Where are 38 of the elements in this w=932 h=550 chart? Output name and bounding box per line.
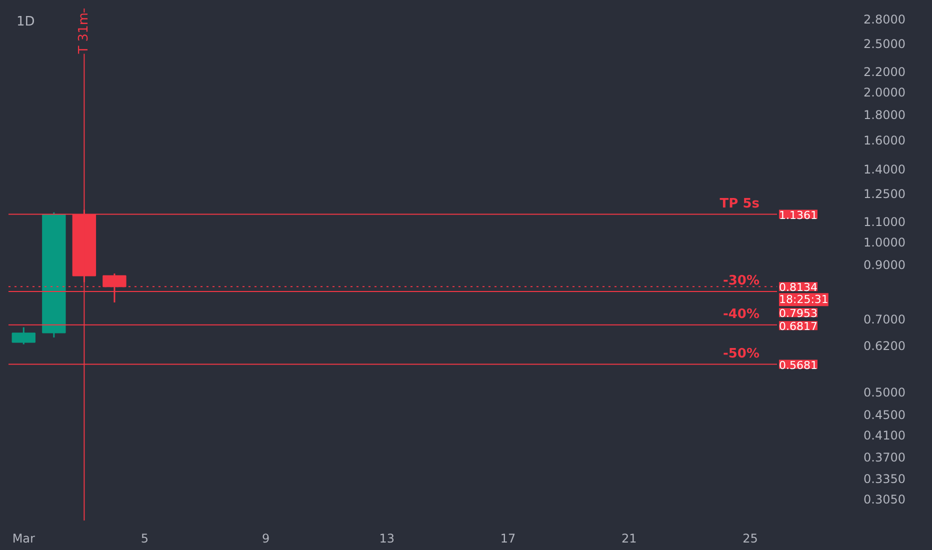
- y-tick-label: 0.7000: [864, 312, 906, 327]
- x-tick-label: 25: [742, 532, 758, 546]
- text: 1D: [16, 14, 35, 30]
- y-tick-label: 1.2500: [864, 187, 906, 202]
- y-tick-label: 1.0000: [864, 235, 906, 250]
- y-tick-label: 2.8000: [864, 12, 906, 27]
- y-tick-label: 0.4500: [864, 408, 906, 422]
- ref-line-label: 0.6817: [779, 320, 818, 334]
- y-tick-label: 2.5000: [864, 37, 906, 52]
- y-tick-label: 1.4000: [864, 162, 906, 177]
- y-tick-label: 2.2000: [864, 64, 906, 79]
- y-tick-label: 1.1000: [864, 214, 906, 229]
- annotation: TP 5s: [720, 196, 760, 212]
- x-tick-label: 17: [500, 532, 516, 546]
- ref-line-label: 0.8134: [779, 281, 818, 294]
- y-tick-label: 0.6200: [864, 338, 906, 353]
- x-tick-label: 21: [622, 532, 637, 546]
- y-tick-label: 1.8000: [864, 108, 906, 122]
- annotation: -40%: [722, 306, 760, 322]
- y-tick-label: 0.9000: [864, 258, 906, 272]
- x-tick-label: 5: [140, 532, 149, 546]
- y-tick-label: 0.3700: [864, 450, 906, 465]
- y-tick-label: 0.5000: [864, 385, 906, 400]
- y-tick-label: 0.4100: [864, 428, 906, 442]
- y-tick-label: 0.3350: [864, 472, 906, 486]
- annotation: -50%: [722, 346, 760, 362]
- y-tick-label: 0.3050: [864, 492, 906, 506]
- y-tick-label: 1.6000: [864, 134, 906, 148]
- ref-line-label: 1.1361: [779, 208, 818, 222]
- ref-line-label: 0.5681: [779, 358, 818, 372]
- x-tick-label: Mar: [12, 532, 36, 546]
- ref-line-label: T 31m: [76, 12, 92, 55]
- x-tick-label: 13: [379, 532, 395, 546]
- x-tick-label: 9: [262, 532, 270, 546]
- text: 18:25:31: [779, 293, 828, 306]
- legend-label: 0.7953: [779, 307, 818, 320]
- annotation: -30%: [722, 273, 760, 288]
- y-tick-label: 2.0000: [864, 85, 906, 100]
